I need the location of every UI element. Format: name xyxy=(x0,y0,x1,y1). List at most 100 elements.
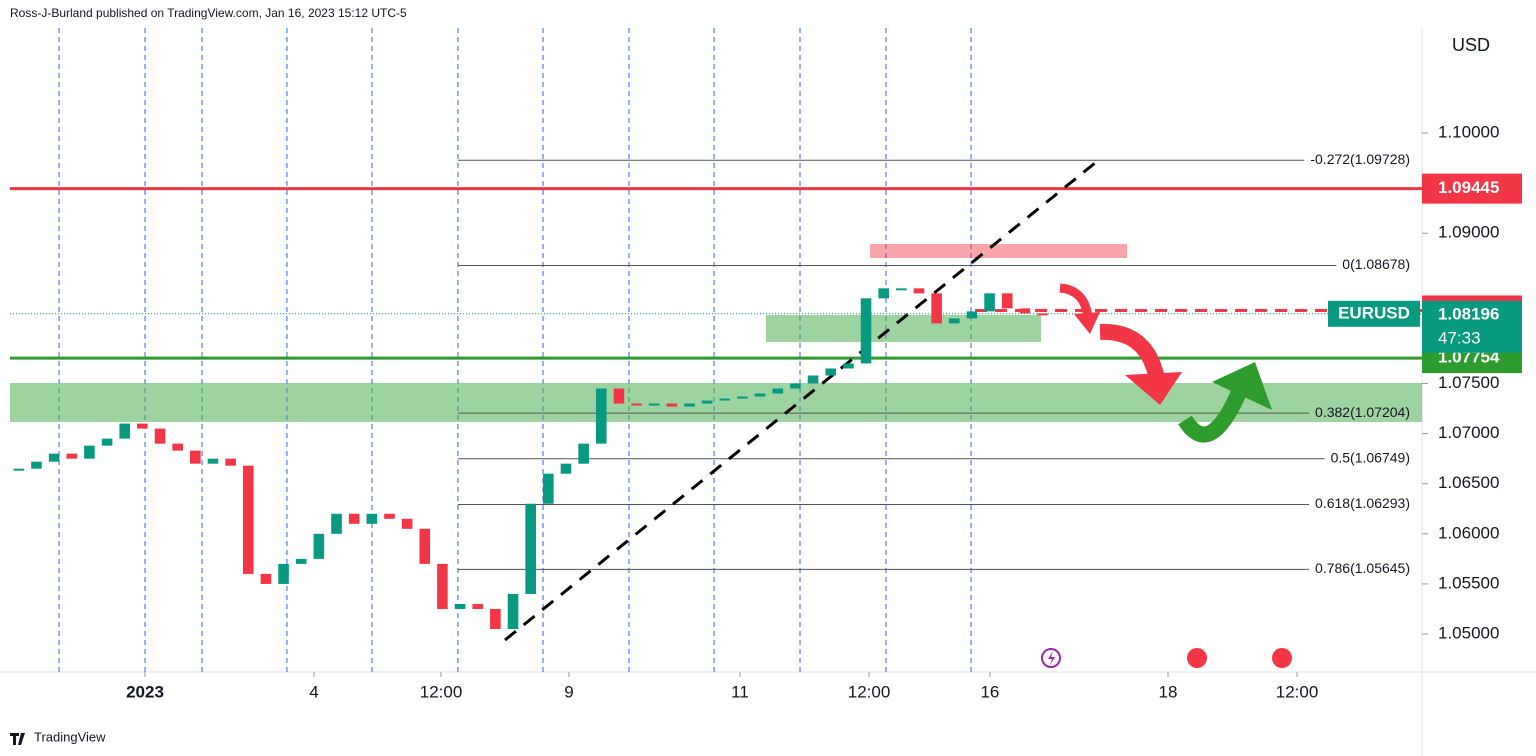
y-tick-label: 1.07500 xyxy=(1438,373,1499,392)
last-price-box xyxy=(1422,300,1522,353)
candle xyxy=(507,593,519,630)
candle xyxy=(225,458,236,466)
candle xyxy=(384,513,395,519)
candle xyxy=(207,458,219,464)
fib-label: 0.786(1.05645) xyxy=(1315,560,1410,576)
candle xyxy=(525,503,536,594)
candle xyxy=(401,518,413,529)
candle xyxy=(560,463,572,474)
trendline xyxy=(504,161,1096,642)
candle xyxy=(1001,293,1013,309)
candle xyxy=(948,318,960,324)
fib-label: 0.618(1.06293) xyxy=(1315,495,1410,511)
candle xyxy=(454,603,466,609)
candle xyxy=(613,388,625,404)
candle xyxy=(843,363,854,369)
x-tick-label: 9 xyxy=(564,682,573,701)
fib-label: 0(1.08678) xyxy=(1342,256,1410,272)
candle xyxy=(754,393,766,397)
x-tick-label: 12:00 xyxy=(1276,682,1319,701)
candle xyxy=(154,428,166,444)
candle xyxy=(825,368,837,376)
candle xyxy=(648,403,660,406)
candle xyxy=(66,453,78,459)
flag-icon xyxy=(1187,648,1207,668)
y-tick-label: 1.10000 xyxy=(1438,122,1499,141)
candle xyxy=(543,473,554,504)
candle xyxy=(737,396,748,399)
candle xyxy=(295,558,307,564)
y-tick-label: 1.05000 xyxy=(1438,624,1499,643)
candle xyxy=(48,453,60,462)
candle xyxy=(31,461,42,469)
candle xyxy=(242,465,254,574)
candle xyxy=(966,311,978,319)
x-tick-label: 18 xyxy=(1159,682,1178,701)
candle xyxy=(631,403,642,406)
candle xyxy=(13,468,25,471)
arrow-head xyxy=(1125,372,1182,405)
candle xyxy=(419,528,431,564)
candle xyxy=(719,398,731,401)
arrow-head xyxy=(1212,362,1272,410)
candle xyxy=(666,403,678,407)
candle xyxy=(119,423,131,439)
arrow-head xyxy=(1074,312,1100,334)
brand: TradingView xyxy=(34,729,106,744)
candle xyxy=(348,513,360,524)
candle xyxy=(331,513,342,534)
candle xyxy=(313,533,325,559)
fib-label: 0.5(1.06749) xyxy=(1331,449,1410,465)
candle xyxy=(790,383,801,389)
x-tick-label: 12:00 xyxy=(420,682,463,701)
candle xyxy=(437,563,448,609)
candle xyxy=(490,608,501,630)
price-label-box xyxy=(1422,173,1522,204)
candle xyxy=(595,388,607,444)
candle xyxy=(860,298,872,364)
last-price-label: 1.08196 xyxy=(1438,304,1499,323)
candle xyxy=(684,403,695,407)
candle xyxy=(366,513,378,524)
y-tick-label: 1.05500 xyxy=(1438,573,1499,592)
symbol-label: EURUSD xyxy=(1338,303,1410,322)
countdown-label: 47:33 xyxy=(1438,328,1481,347)
candle xyxy=(896,288,907,291)
x-tick-label: 12:00 xyxy=(848,682,891,701)
header: Ross-J-Burland published on TradingView.… xyxy=(10,6,407,20)
candle xyxy=(931,293,942,324)
symbol-box xyxy=(1328,300,1420,327)
candle xyxy=(1037,313,1048,316)
y-tick-label: 1.07000 xyxy=(1438,423,1499,442)
candle xyxy=(878,288,889,299)
candle xyxy=(578,443,589,464)
y-tick-label: 1.09000 xyxy=(1438,223,1499,242)
x-tick-label: 4 xyxy=(309,682,318,701)
candle xyxy=(984,293,995,312)
event-icon xyxy=(1048,651,1055,665)
y-tick-label: 1.06500 xyxy=(1438,473,1499,492)
candle xyxy=(1019,308,1031,314)
candle xyxy=(84,445,95,459)
candle xyxy=(137,423,148,429)
candle xyxy=(772,388,784,394)
y-tick-label: 1.06000 xyxy=(1438,523,1499,542)
arrow xyxy=(1178,386,1248,443)
x-tick-label: 16 xyxy=(980,682,999,701)
flag-icon xyxy=(1272,648,1292,668)
candle xyxy=(807,375,819,384)
x-tick-label: 11 xyxy=(731,682,749,701)
x-tick-label: 2023 xyxy=(126,682,164,701)
currency: USD xyxy=(1452,35,1490,55)
candle xyxy=(101,438,113,446)
resistance-zone xyxy=(870,244,1127,258)
fib-label: -0.272(1.09728) xyxy=(1310,151,1410,167)
candle xyxy=(701,400,713,404)
event-icon xyxy=(1041,648,1061,668)
support-zone xyxy=(10,383,1422,422)
candle xyxy=(278,563,289,584)
brand-logo xyxy=(10,733,25,745)
candle xyxy=(913,288,925,294)
